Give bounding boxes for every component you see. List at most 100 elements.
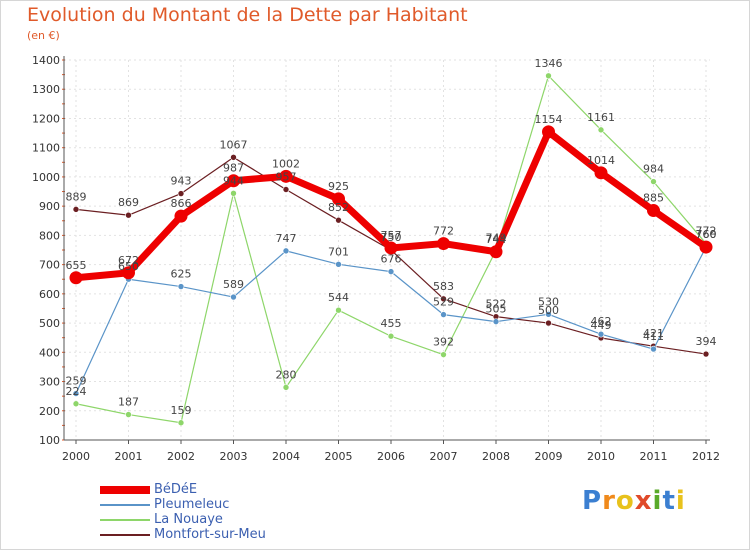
- data-label-la-nouaye: 187: [118, 396, 139, 409]
- data-point-pleumeleuc: [72, 390, 80, 397]
- data-label-montfort-sur-meu: 852: [328, 201, 349, 214]
- legend: BéDéE Pleumeleuc La Nouaye Montfort-sur-Meu: [100, 482, 266, 542]
- axes: 100 200 300 400 500 600 700 800 900 1000 1100 1200 1…: [32, 54, 720, 463]
- legend-label: BéDéE: [154, 481, 198, 497]
- y-tick-label: 100: [39, 434, 60, 447]
- x-tick-label: 2009: [535, 450, 563, 463]
- data-point-montfort-sur-meu: [177, 190, 185, 197]
- y-tick-label: 200: [39, 405, 60, 418]
- data-label-montfort-sur-meu: 500: [538, 304, 559, 317]
- brand-letter: o: [615, 486, 635, 516]
- legend-swatch: [100, 485, 150, 494]
- y-tick-label: 500: [39, 317, 60, 330]
- data-label-montfort-sur-meu: 943: [171, 175, 192, 188]
- y-tick-label: 600: [39, 288, 60, 301]
- data-point-la-nouaye: [230, 189, 237, 197]
- brand-letter: i: [652, 486, 663, 516]
- y-tick-label: 700: [39, 259, 60, 272]
- data-label-bedee: 772: [433, 225, 454, 238]
- legend-label: La Nouaye: [154, 511, 223, 527]
- data-point-bedee: [594, 166, 608, 180]
- data-label-la-nouaye: 1346: [535, 57, 563, 70]
- data-point-la-nouaye: [177, 419, 185, 427]
- data-point-bedee: [279, 169, 293, 183]
- data-point-la-nouaye: [597, 126, 605, 134]
- data-label-bedee: 760: [696, 228, 717, 241]
- y-tick-label: 1100: [32, 142, 60, 155]
- data-point-montfort-sur-meu: [72, 206, 80, 213]
- data-label-bedee: 866: [171, 197, 192, 210]
- chart-title: Evolution du Montant de la Dette par Hab…: [27, 4, 468, 26]
- data-label-bedee: 925: [328, 180, 349, 193]
- x-tick-label: 2002: [167, 450, 195, 463]
- data-label-la-nouaye: 944: [223, 174, 244, 187]
- data-point-pleumeleuc: [177, 283, 185, 290]
- data-point-bedee: [699, 240, 713, 254]
- y-tick-label: 400: [39, 346, 60, 359]
- data-label-montfort-sur-meu: 889: [66, 190, 87, 203]
- data-label-montfort-sur-meu: 869: [118, 196, 139, 209]
- data-point-la-nouaye: [72, 400, 80, 408]
- data-label-montfort-sur-meu: 583: [433, 280, 454, 293]
- data-label-pleumeleuc: 747: [276, 232, 297, 245]
- legend-swatch: [100, 503, 150, 506]
- data-label-bedee: 672: [118, 254, 139, 267]
- brand-letter: x: [634, 486, 653, 516]
- data-label-la-nouaye: 280: [276, 368, 297, 381]
- data-point-la-nouaye: [335, 306, 342, 314]
- data-label-pleumeleuc: 259: [66, 375, 87, 388]
- data-label-montfort-sur-meu: 449: [591, 319, 612, 332]
- data-label-la-nouaye: 159: [171, 404, 192, 417]
- y-tick-label: 300: [39, 376, 60, 389]
- y-tick-label: 1200: [32, 112, 60, 125]
- legend-label: Montfort-sur-Meu: [154, 526, 266, 542]
- data-label-la-nouaye: 749: [486, 231, 507, 244]
- data-label-la-nouaye: 455: [381, 317, 402, 330]
- data-point-pleumeleuc: [597, 330, 605, 338]
- brand-letter: t: [662, 486, 676, 516]
- data-point-pleumeleuc: [492, 318, 500, 325]
- y-tick-label: 800: [39, 229, 60, 242]
- data-label-montfort-sur-meu: 421: [643, 327, 664, 340]
- data-point-montfort-sur-meu: [545, 319, 552, 327]
- data-point-pleumeleuc: [440, 311, 447, 318]
- data-point-pleumeleuc: [335, 261, 342, 268]
- data-label-la-nouaye: 984: [643, 163, 664, 176]
- legend-item-montfort-sur-meu: Montfort-sur-Meu: [100, 527, 266, 542]
- x-tick-label: 2005: [325, 450, 353, 463]
- data-label-bedee: 1014: [587, 154, 615, 167]
- data-label-la-nouaye: 392: [433, 336, 454, 349]
- data-label-pleumeleuc: 529: [433, 296, 454, 309]
- data-point-pleumeleuc: [650, 345, 657, 353]
- data-point-montfort-sur-meu: [230, 154, 237, 161]
- y-tick-label: 1300: [32, 83, 60, 96]
- data-label-pleumeleuc: 530: [538, 295, 559, 308]
- data-label-pleumeleuc: 701: [328, 245, 349, 258]
- data-point-la-nouaye: [282, 384, 290, 391]
- x-tick-label: 2001: [115, 450, 143, 463]
- data-point-montfort-sur-meu: [335, 216, 342, 224]
- data-label-bedee: 655: [66, 259, 87, 272]
- data-label-bedee: 744: [486, 233, 507, 246]
- data-point-pleumeleuc: [387, 268, 395, 275]
- legend-swatch: [100, 533, 150, 536]
- data-label-pleumeleuc: 462: [591, 315, 612, 328]
- data-point-montfort-sur-meu: [125, 211, 132, 219]
- data-point-montfort-sur-meu: [282, 186, 290, 193]
- data-label-montfort-sur-meu: 957: [276, 170, 297, 183]
- data-point-montfort-sur-meu: [702, 350, 710, 358]
- data-point-la-nouaye: [440, 351, 447, 358]
- data-point-la-nouaye: [545, 72, 552, 80]
- x-tick-label: 2003: [220, 450, 248, 463]
- data-label-bedee: 1154: [535, 113, 563, 126]
- legend-item-bedee: BéDéE: [100, 482, 266, 497]
- data-point-bedee: [647, 204, 660, 218]
- data-label-bedee: 757: [381, 229, 402, 242]
- brand-logo: Proxiti: [582, 486, 686, 516]
- x-tick-label: 2006: [377, 450, 405, 463]
- data-label-bedee: 885: [643, 192, 664, 205]
- data-label-montfort-sur-meu: 750: [381, 231, 402, 244]
- data-point-bedee: [542, 125, 555, 139]
- data-label-la-nouaye: 544: [328, 291, 349, 304]
